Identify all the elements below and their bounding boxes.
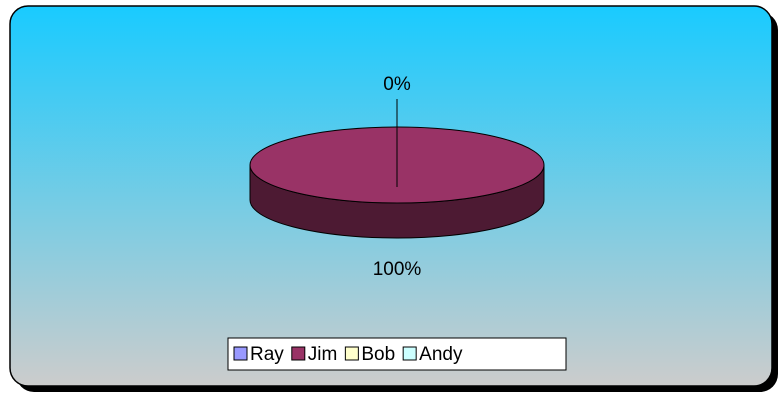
- legend-label: Jim: [308, 344, 338, 365]
- data-label: 0%: [383, 74, 411, 95]
- legend-swatch: [233, 346, 248, 361]
- legend-label: Bob: [361, 344, 395, 365]
- legend-swatch: [344, 346, 359, 361]
- legend-box: [227, 337, 567, 371]
- legend-label: Ray: [250, 344, 284, 365]
- legend-swatch: [402, 346, 417, 361]
- data-label: 100%: [373, 259, 422, 280]
- legend-swatch: [291, 346, 306, 361]
- legend-label: Andy: [419, 344, 463, 365]
